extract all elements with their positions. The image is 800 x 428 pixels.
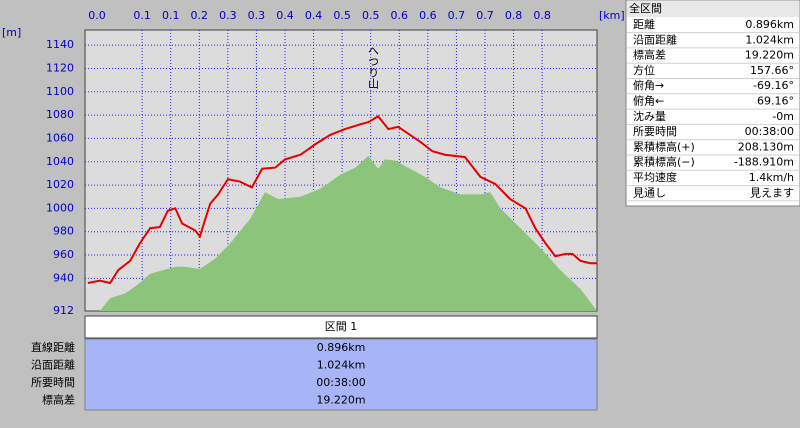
- x-tick-label: 0.3: [248, 9, 266, 22]
- panel-label: 俯角←: [633, 94, 664, 108]
- table-value: 1.024km: [317, 359, 366, 372]
- panel-value: 1.024km: [745, 33, 794, 46]
- table-body: [84, 338, 598, 411]
- panel-label: 距離: [633, 17, 655, 31]
- panel-value: 見えます: [750, 186, 794, 199]
- x-tick-label: 0.5: [333, 9, 351, 22]
- table-label: 標高差: [42, 393, 75, 407]
- panel-label: 沿面距離: [633, 32, 677, 46]
- y-tick-label: 1000: [46, 201, 74, 214]
- terrain-area: [99, 155, 597, 311]
- x-tick-label: 0.8: [505, 9, 523, 22]
- y-tick-label: 912: [53, 304, 74, 317]
- panel-title: 全区間: [629, 1, 662, 15]
- x-tick-label: 0.7: [476, 9, 494, 22]
- panel-value: 19.220m: [745, 49, 794, 62]
- panel-value: 1.4km/h: [749, 171, 794, 184]
- x-tick-label: 0.4: [276, 9, 294, 22]
- panel-label: 標高差: [633, 48, 666, 62]
- table-header-bg: [84, 315, 598, 339]
- y-tick-label: 1120: [46, 61, 74, 74]
- y-tick-label: 1020: [46, 178, 74, 191]
- elevation-line: [87, 114, 597, 285]
- y-tick-label: 980: [53, 225, 74, 238]
- y-tick-label: 1080: [46, 108, 74, 121]
- table-value: 00:38:00: [316, 376, 365, 389]
- x-tick-label: 0.8: [533, 9, 551, 22]
- panel-value: 208.130m: [738, 140, 794, 153]
- panel-header: [627, 1, 799, 17]
- table-label: 直線距離: [31, 340, 75, 354]
- table-value: 0.896km: [317, 341, 366, 354]
- table-header: 区間 1: [325, 320, 358, 333]
- x-unit: [km]: [599, 9, 625, 22]
- x-tick-label: 0.1: [133, 9, 151, 22]
- panel-label: 見通し: [633, 186, 666, 199]
- y-unit: [m]: [2, 26, 21, 39]
- x-tick-label: 0.6: [419, 9, 437, 22]
- table-label: 所要時間: [31, 376, 75, 389]
- x-tick-label: 0.2: [191, 9, 209, 22]
- table-label: 沿面距離: [31, 358, 75, 372]
- x-tick-label: 0.4: [305, 9, 323, 22]
- panel-label: 俯角→: [633, 78, 664, 92]
- x-tick-label: 0.1: [162, 9, 180, 22]
- panel-label: 方位: [633, 63, 655, 77]
- x-tick-label: 0.6: [391, 9, 409, 22]
- panel-value: 69.16°: [757, 95, 794, 108]
- x-tick-label: 0.7: [448, 9, 466, 22]
- panel-label: 沈み量: [633, 109, 666, 123]
- x-tick-label: 0.3: [219, 9, 237, 22]
- panel-label: 累積標高(+): [633, 139, 695, 153]
- y-tick-label: 1140: [46, 38, 74, 51]
- panel-value: -188.910m: [734, 156, 794, 169]
- y-tick-label: 960: [53, 248, 74, 261]
- panel-value: 157.66°: [750, 64, 794, 77]
- table-value: 19.220m: [316, 394, 365, 407]
- panel-label: 累積標高(−): [633, 155, 695, 169]
- panel-label: 平均速度: [633, 170, 677, 184]
- panel-label: 所要時間: [633, 125, 677, 138]
- y-tick-label: 1060: [46, 131, 74, 144]
- panel-value: -69.16°: [753, 79, 794, 92]
- panel-value: 0.896km: [745, 18, 794, 31]
- x-tick-label: 0.0: [88, 9, 106, 22]
- peak-annotation: へつり山: [367, 45, 380, 89]
- panel-value: 00:38:00: [745, 125, 794, 138]
- y-tick-label: 940: [53, 271, 74, 284]
- y-tick-label: 1040: [46, 155, 74, 168]
- panel-value: -0m: [772, 110, 794, 123]
- info-panel: [625, 0, 800, 207]
- x-tick-label: 0.5: [362, 9, 380, 22]
- y-tick-label: 1100: [46, 85, 74, 98]
